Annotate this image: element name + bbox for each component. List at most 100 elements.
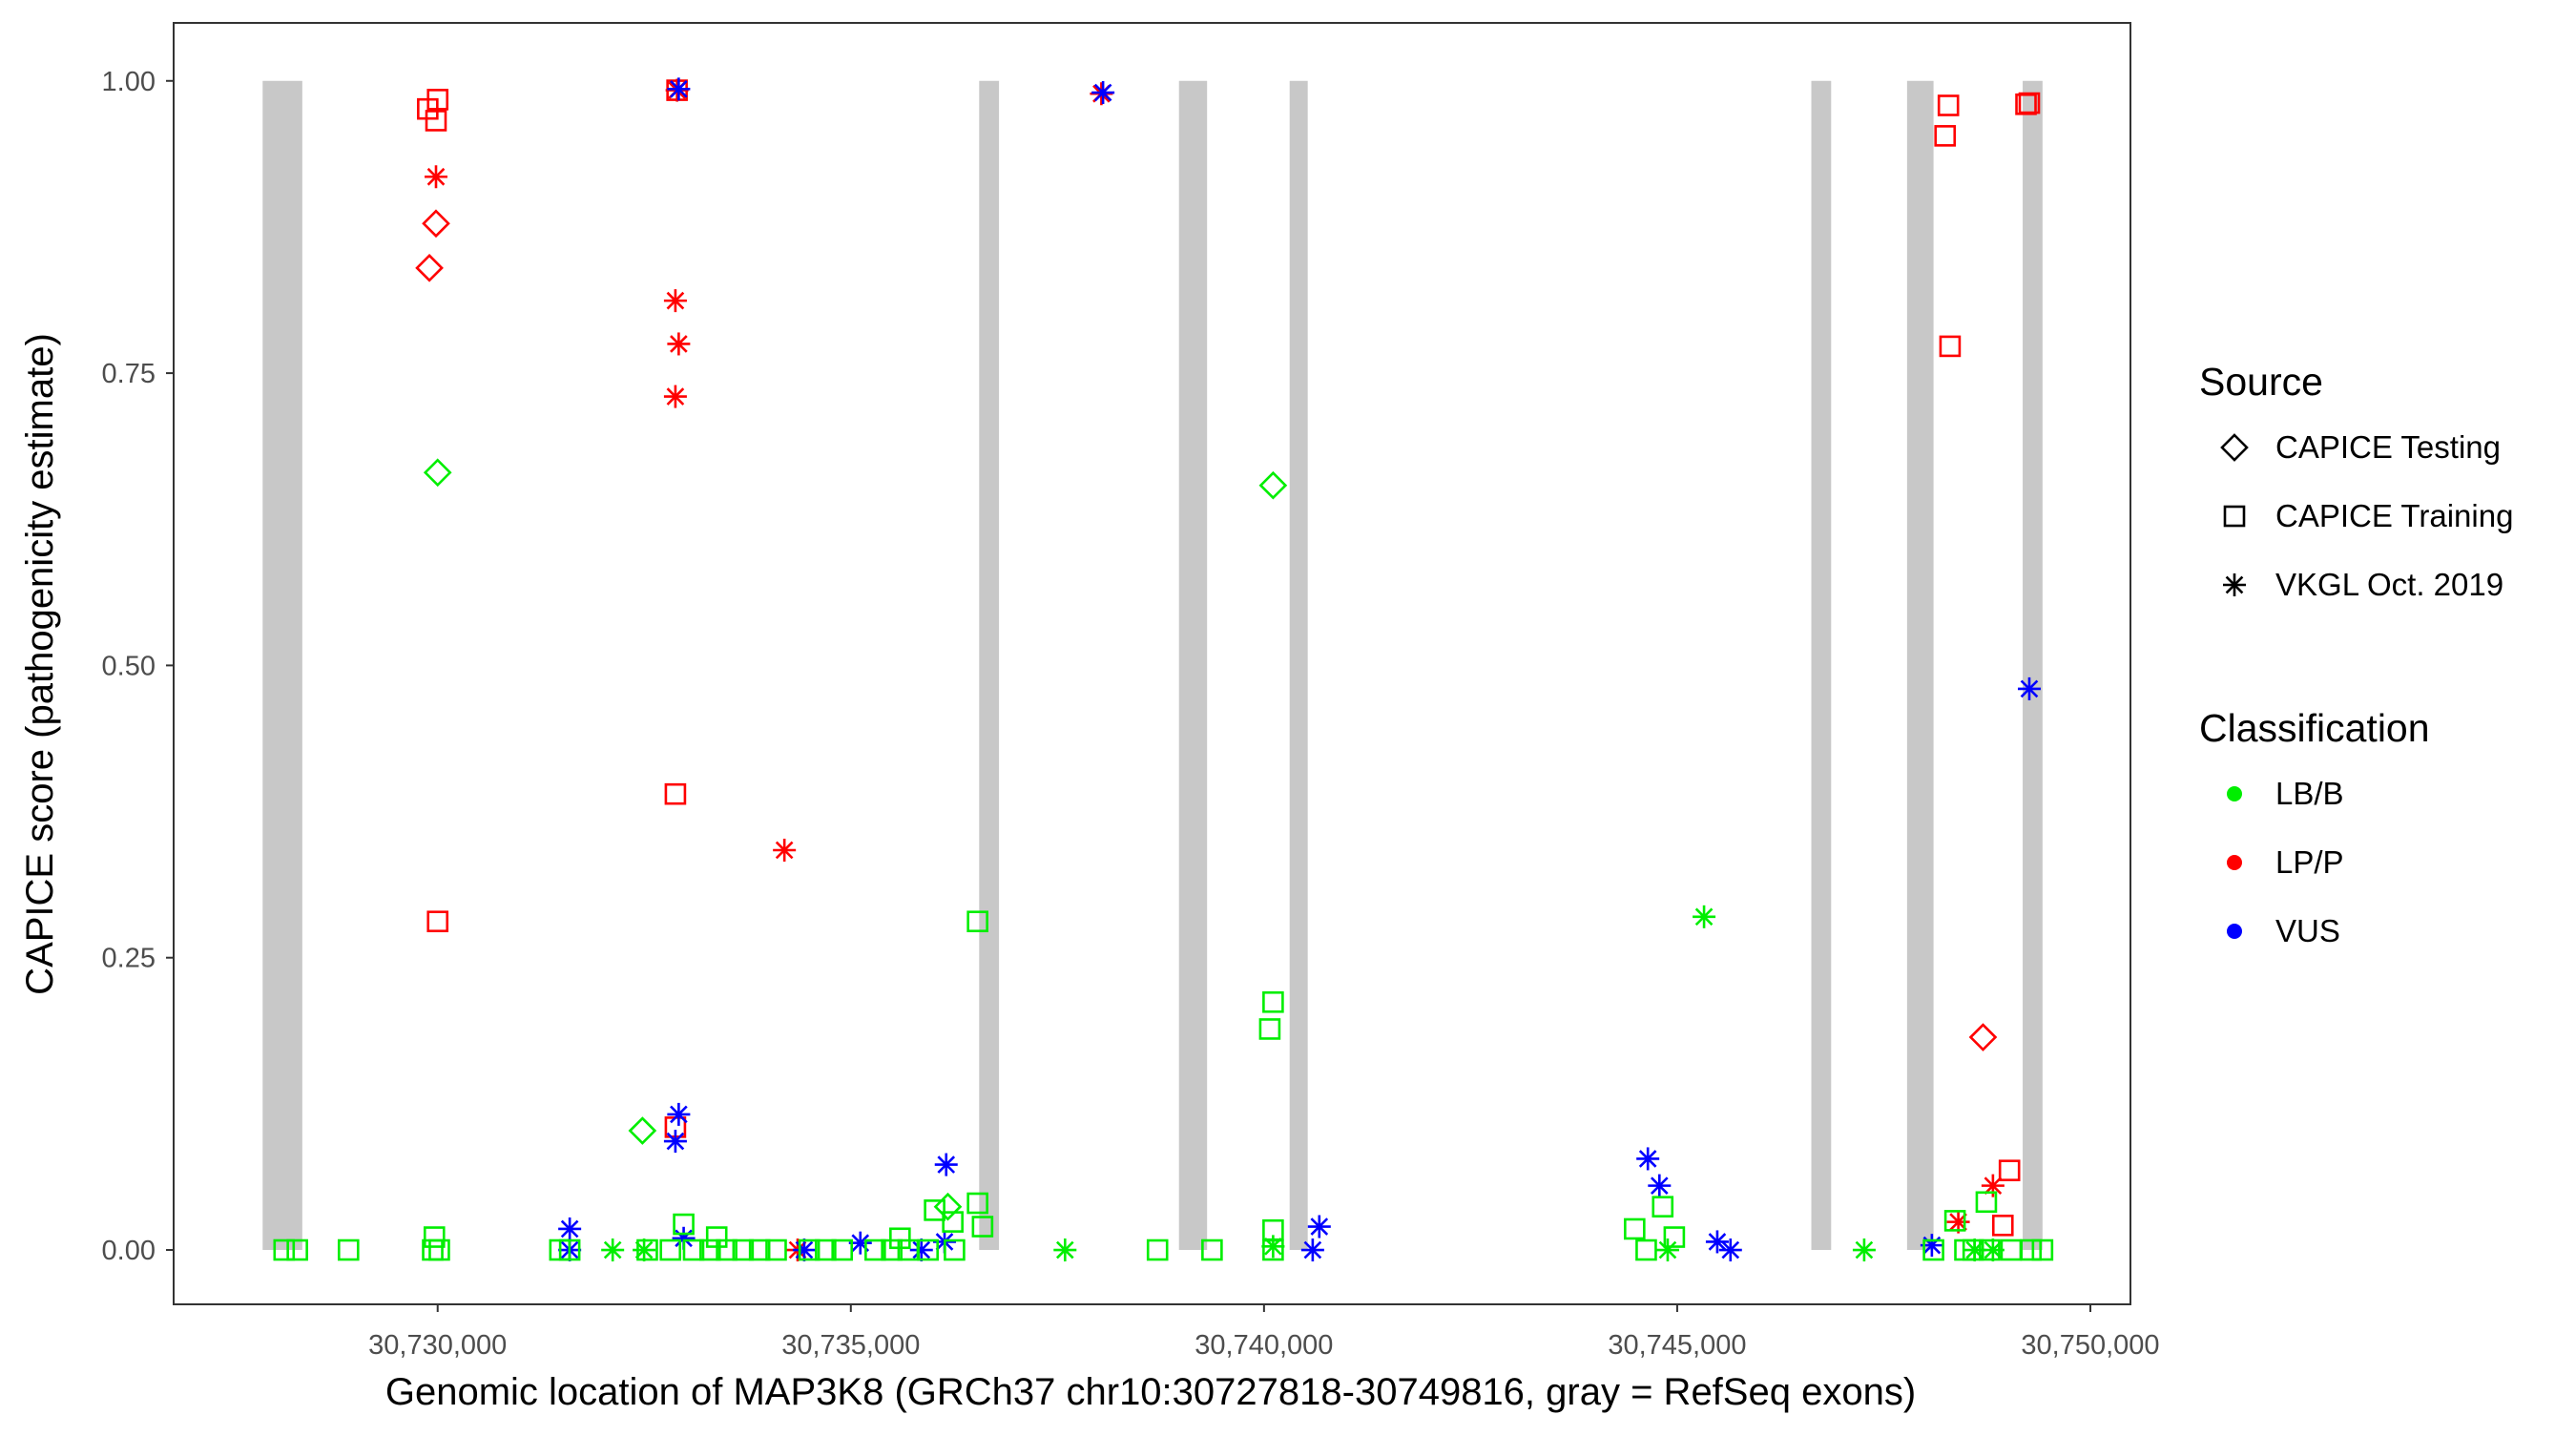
data-point-square [748, 1238, 771, 1261]
y-tick-label: 0.50 [102, 651, 156, 681]
data-point-square [428, 1238, 450, 1261]
data-points [273, 77, 2054, 1262]
data-point-square [426, 89, 449, 111]
data-point-square [1262, 1238, 1284, 1261]
data-point-square [1146, 1238, 1169, 1261]
y-tick-label: 0.25 [102, 944, 156, 974]
data-point-asterisk [633, 1238, 656, 1262]
y-axis-title: CAPICE score (pathogenicity estimate) [19, 333, 61, 995]
data-point-square [971, 1216, 994, 1238]
data-point-square [966, 1192, 988, 1215]
data-point-diamond [422, 209, 450, 239]
data-point-asterisk [1053, 1238, 1077, 1262]
data-point-square [1979, 1238, 2001, 1261]
data-point-square [2000, 1238, 2023, 1261]
data-point-square [273, 1238, 296, 1261]
data-point-square [2020, 1238, 2043, 1261]
data-point-square [425, 110, 447, 132]
data-point-square [942, 1211, 964, 1233]
legend-label: CAPICE Testing [2275, 429, 2501, 465]
legend: Source CAPICE Testing CAPICE Training VKGL… [2199, 360, 2513, 948]
exon-band [1906, 80, 1934, 1251]
data-point-asterisk [667, 1102, 691, 1126]
data-point-diamond [933, 1192, 963, 1221]
exon-band [1178, 80, 1208, 1251]
legend-key-asterisk [2223, 573, 2246, 596]
data-point-square [423, 1226, 446, 1248]
data-point-asterisk [663, 1130, 687, 1154]
data-point-asterisk [934, 1153, 958, 1176]
data-point-asterisk [2017, 676, 2041, 700]
data-point-square [2018, 92, 2041, 114]
data-point-asterisk [773, 838, 797, 862]
data-point-square [2031, 1238, 2054, 1261]
data-point-asterisk [1655, 1238, 1679, 1262]
legend-label: LB/B [2275, 776, 2344, 811]
legend-key-dot [2227, 786, 2242, 801]
legend-key-square [2223, 505, 2246, 528]
data-point-square [426, 910, 449, 933]
data-point-asterisk [792, 1238, 816, 1262]
x-axis: 30,730,000 30,735,000 30,740,000 30,745,000… [368, 1304, 2160, 1361]
data-point-square [1939, 335, 1962, 358]
data-point-square [636, 1238, 658, 1261]
data-point-square [732, 1238, 755, 1261]
data-point-square [286, 1238, 308, 1261]
data-point-asterisk [667, 332, 691, 356]
data-point-asterisk [667, 77, 691, 101]
data-point-square [944, 1238, 966, 1261]
data-point-square [659, 1238, 682, 1261]
data-point-asterisk [663, 289, 687, 313]
data-point-diamond [1258, 470, 1288, 500]
data-point-asterisk [1091, 81, 1115, 105]
exon-bands [262, 80, 2043, 1251]
data-point-square [864, 1238, 886, 1261]
data-point-square [1652, 1196, 1674, 1217]
data-point-asterisk [558, 1217, 582, 1240]
data-point-square [765, 1238, 787, 1261]
data-point-asterisk [1852, 1238, 1876, 1262]
data-point-asterisk [424, 165, 447, 189]
data-point-square [798, 1238, 821, 1261]
y-axis: 0.00 0.25 0.50 0.75 1.00 [102, 67, 174, 1266]
plot-panel-border [173, 22, 2131, 1305]
legend-label: VUS [2275, 913, 2340, 948]
legend-label: VKGL Oct. 2019 [2275, 567, 2503, 602]
exon-band [979, 80, 1000, 1251]
x-tick-label: 30,750,000 [2021, 1330, 2159, 1361]
data-point-asterisk [1693, 905, 1716, 928]
data-point-diamond [423, 458, 452, 488]
exon-band [2023, 80, 2043, 1251]
exon-band [262, 80, 302, 1251]
data-point-square [889, 1227, 911, 1250]
data-point-asterisk [1718, 1238, 1742, 1262]
legend-label: CAPICE Training [2275, 498, 2513, 533]
data-point-square [1258, 1018, 1281, 1040]
data-point-square [716, 1238, 737, 1261]
data-point-square [1937, 94, 1960, 116]
data-point-square [1991, 1214, 2014, 1237]
data-point-square [924, 1199, 945, 1221]
data-point-square [1934, 125, 1957, 147]
data-point-square [337, 1238, 360, 1261]
data-point-square [1943, 1210, 1966, 1232]
legend-title-classification: Classification [2199, 706, 2430, 750]
data-point-square [682, 1238, 705, 1261]
data-point-asterisk [1307, 1215, 1331, 1238]
data-point-square [1922, 1238, 1944, 1261]
data-point-asterisk [601, 1238, 625, 1262]
data-point-diamond [628, 1116, 657, 1145]
legend-title-source: Source [2199, 360, 2323, 404]
data-point-square [1975, 1191, 1998, 1214]
data-point-diamond [1968, 1023, 1998, 1051]
data-point-asterisk [663, 385, 687, 408]
data-point-square [673, 1213, 695, 1236]
data-point-square [1663, 1226, 1686, 1248]
legend-key-diamond [2220, 433, 2249, 462]
data-point-square [1635, 1238, 1657, 1261]
data-point-square [1624, 1217, 1646, 1240]
y-tick-label: 0.75 [102, 359, 156, 389]
data-point-square [1962, 1238, 1984, 1261]
exon-band [1811, 80, 1832, 1251]
